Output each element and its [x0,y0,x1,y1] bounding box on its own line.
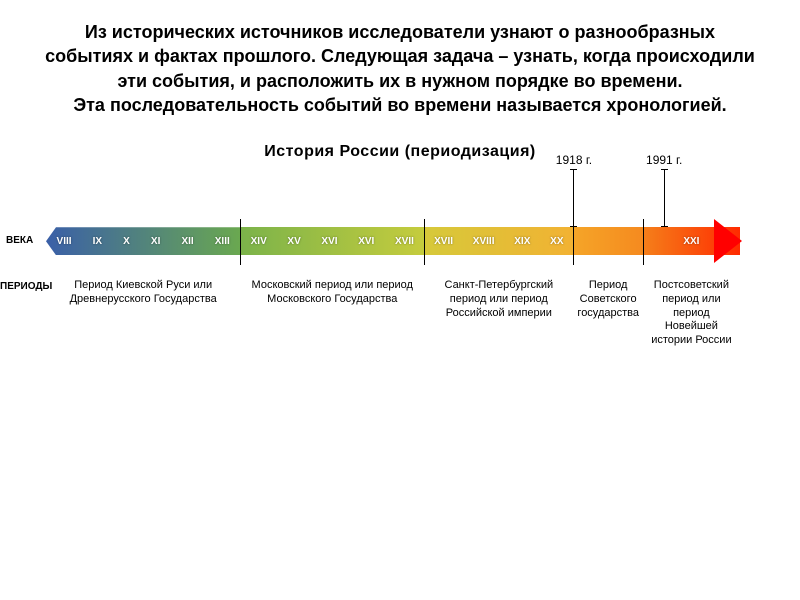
intro-term: хронологией. [606,95,726,115]
century-label: XIII [214,236,231,247]
periods-row: Период Киевской Руси или Древнерусского … [46,279,740,348]
century-label: XVII [433,236,454,247]
timeline: ВЕКА ПЕРИОДЫ VIIIIXXXIXIIXIIIXIVXVXVIXVI… [0,199,800,419]
century-label: XVII [394,236,415,247]
year-marker-label: 1991 г. [646,153,682,167]
period-label: Московский период или период Московского… [240,279,424,348]
arrow-head-icon [714,219,742,263]
period-label: Постсоветский период или период Новейшей… [643,279,740,348]
year-marker: 1918 г. [573,169,574,227]
timeline-segment [573,227,642,255]
timeline-segment: XVII XVIII XIX XX [424,227,573,255]
segment-divider [240,219,241,265]
intro-prefix: Эта последовательность событий во времен… [73,95,606,115]
century-label: XVI [357,236,375,247]
segment-divider [424,219,425,265]
century-label: XIV [250,236,268,247]
year-marker-label: 1918 г. [556,153,592,167]
century-label: XVI [320,236,338,247]
century-label: VIII [56,236,73,247]
year-marker: 1991 г. [664,169,665,227]
segment-divider [643,219,644,265]
axis-period-label: ПЕРИОДЫ [0,281,52,292]
century-label: XX [549,236,564,247]
century-label: XII [180,236,194,247]
century-label: XXI [682,236,700,247]
century-label: XIX [513,236,531,247]
century-label: IX [92,236,103,247]
intro-lastline: Эта последовательность событий во времен… [73,95,726,115]
timeline-segment: VIII IX X XI XII XIII [46,227,240,255]
century-label: XV [286,236,301,247]
arrow-row: VIIIIXXXIXIIXIIIXIVXVXVIXVIXVIIXVIIXVIII… [0,227,800,255]
intro-body: Из исторических источников исследователи… [45,22,755,91]
timeline-segment: XIV XV XVI XVI XVII [240,227,424,255]
century-label: XVIII [472,236,496,247]
period-label: Период Советского государства [573,279,642,348]
intro-text: Из исторических источников исследователи… [0,0,800,129]
century-label: XI [150,236,161,247]
century-label: X [122,236,131,247]
period-label: Санкт-Петербургский период или период Ро… [424,279,573,348]
period-label: Период Киевской Руси или Древнерусского … [46,279,240,348]
arrow-body: VIIIIXXXIXIIXIIIXIVXVXVIXVIXVIIXVIIXVIII… [46,227,740,255]
